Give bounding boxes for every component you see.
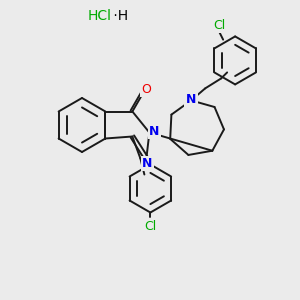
Text: Cl: Cl (144, 220, 157, 233)
Text: N: N (186, 93, 196, 106)
Text: O: O (141, 83, 151, 96)
Text: N: N (149, 125, 160, 138)
Text: ·H: ·H (109, 9, 128, 23)
Text: Cl: Cl (213, 19, 225, 32)
Text: N: N (142, 157, 153, 170)
Text: HCl: HCl (88, 9, 112, 23)
